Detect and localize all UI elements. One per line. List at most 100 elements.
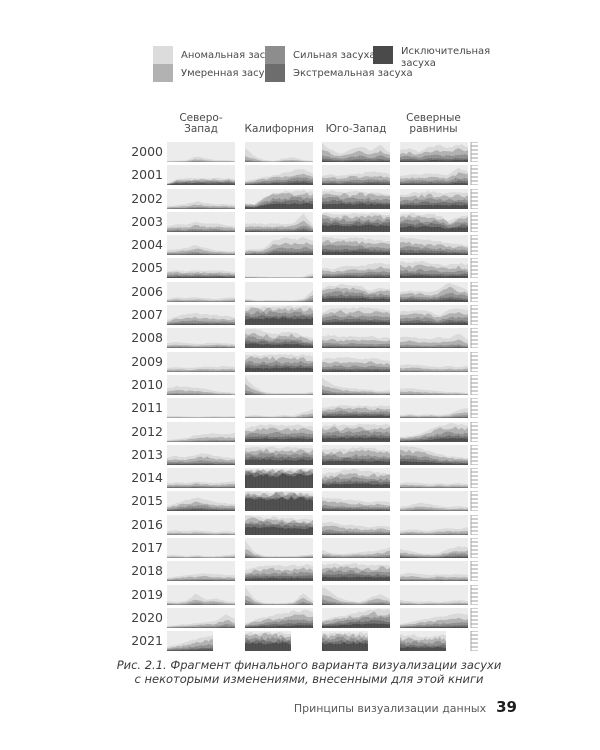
chart-cell-slot bbox=[167, 188, 235, 209]
drought-level-area-4 bbox=[322, 251, 390, 256]
year-label: 2004 bbox=[131, 237, 163, 253]
chart-cell-slot bbox=[322, 468, 390, 489]
chart-cell-slot bbox=[167, 374, 235, 395]
drought-level-area-4 bbox=[399, 159, 468, 162]
drought-level-area-4 bbox=[322, 483, 390, 489]
drought-chart-2021-3 bbox=[399, 631, 446, 652]
drought-chart-2006-0 bbox=[167, 281, 235, 302]
figure-caption: Рис. 2.1. Фрагмент финального варианта в… bbox=[0, 658, 600, 687]
drought-level-area-4 bbox=[399, 204, 468, 209]
drought-level-area-4 bbox=[244, 603, 313, 605]
figure-row-2016: 2016 bbox=[130, 514, 484, 536]
chart-cell-slot bbox=[322, 584, 390, 605]
figure-row-2003: 2003 bbox=[130, 211, 484, 233]
chart-cell-slot bbox=[244, 188, 313, 209]
scale-ruler bbox=[470, 397, 484, 419]
drought-level-area-2 bbox=[167, 161, 235, 162]
year-label: 2021 bbox=[131, 633, 163, 649]
drought-level-area-4 bbox=[322, 623, 390, 628]
drought-level-area-4 bbox=[322, 160, 390, 162]
chart-cell-slot bbox=[167, 211, 235, 232]
drought-level-area-4 bbox=[322, 224, 390, 232]
drought-chart-2004-3 bbox=[399, 235, 468, 256]
legend-swatch-exceptional bbox=[373, 46, 393, 64]
chart-cell-slot bbox=[244, 607, 313, 628]
drought-level-area-4 bbox=[244, 642, 291, 652]
scale-ruler bbox=[470, 421, 484, 443]
drought-chart-2002-2 bbox=[322, 188, 390, 209]
drought-level-area-4 bbox=[244, 458, 313, 465]
drought-level-area-4 bbox=[399, 183, 468, 186]
drought-level-area-2 bbox=[167, 623, 235, 628]
chart-cell-slot bbox=[322, 328, 390, 349]
drought-level-area-4 bbox=[167, 627, 235, 628]
year-label: 2017 bbox=[131, 540, 163, 556]
chart-cell-slot bbox=[322, 281, 390, 302]
year-label: 2019 bbox=[131, 586, 163, 602]
drought-level-area-0 bbox=[244, 408, 313, 419]
chart-cell-slot bbox=[167, 584, 235, 605]
drought-level-area-1 bbox=[167, 159, 235, 162]
figure-grid: 2000 2001 2002 2003 2004 2005 2006 2007 2008 2009… bbox=[130, 141, 484, 655]
chart-cell-slot bbox=[167, 631, 235, 652]
drought-chart-2010-2 bbox=[322, 374, 390, 395]
chart-cell-slot bbox=[399, 491, 468, 512]
chart-cell-slot bbox=[322, 188, 390, 209]
drought-level-area-4 bbox=[167, 231, 235, 232]
drought-level-area-4 bbox=[399, 647, 446, 652]
chart-cell-slot bbox=[244, 468, 313, 489]
chart-cell-slot bbox=[167, 514, 235, 535]
drought-level-area-1 bbox=[244, 276, 313, 279]
drought-chart-2008-1 bbox=[244, 328, 313, 349]
chart-cell-slot bbox=[167, 328, 235, 349]
scale-ruler bbox=[470, 467, 484, 489]
scale-ruler bbox=[470, 281, 484, 303]
chart-cell-slot bbox=[399, 188, 468, 209]
drought-chart-2008-3 bbox=[399, 328, 468, 349]
year-label: 2006 bbox=[131, 283, 163, 299]
drought-level-area-3 bbox=[244, 161, 313, 162]
drought-chart-2011-3 bbox=[399, 398, 468, 419]
drought-chart-2004-0 bbox=[167, 235, 235, 256]
drought-level-area-4 bbox=[167, 463, 235, 465]
figure-row-2007: 2007 bbox=[130, 304, 484, 326]
drought-level-area-4 bbox=[167, 649, 213, 652]
drought-level-area-2 bbox=[244, 159, 313, 162]
drought-chart-2004-2 bbox=[322, 235, 390, 256]
year-label: 2020 bbox=[131, 609, 163, 625]
chart-cell-slot bbox=[399, 328, 468, 349]
page-footer: Принципы визуализации данных 39 bbox=[294, 698, 517, 716]
drought-level-area-4 bbox=[167, 277, 235, 279]
drought-level-area-4 bbox=[322, 415, 390, 419]
figure-row-2011: 2011 bbox=[130, 397, 484, 419]
figure-row-2002: 2002 bbox=[130, 188, 484, 210]
figure-row-2008: 2008 bbox=[130, 327, 484, 349]
drought-chart-2003-2 bbox=[322, 211, 390, 232]
drought-level-area-0 bbox=[167, 156, 235, 162]
drought-level-area-4 bbox=[399, 298, 468, 302]
drought-chart-2006-1 bbox=[244, 281, 313, 302]
drought-chart-2004-1 bbox=[244, 235, 313, 256]
chart-cell-slot bbox=[244, 351, 313, 372]
drought-level-area-2 bbox=[322, 389, 390, 395]
drought-chart-2020-3 bbox=[399, 607, 468, 628]
drought-level-area-4 bbox=[399, 557, 468, 559]
drought-level-area-2 bbox=[244, 416, 313, 419]
legend-item-exceptional: Исключительная засуха bbox=[373, 46, 493, 69]
drought-level-area-4 bbox=[244, 253, 313, 256]
drought-level-area-2 bbox=[167, 206, 235, 209]
column-header-northwest: Северо-Запад bbox=[179, 111, 223, 136]
drought-chart-2021-1 bbox=[244, 631, 291, 652]
legend-swatch-moderate bbox=[153, 64, 173, 82]
legend-swatch-extreme bbox=[265, 64, 285, 82]
figure-caption-line1: Рис. 2.1. Фрагмент финального варианта в… bbox=[116, 658, 502, 672]
year-label: 2003 bbox=[131, 213, 163, 229]
year-label: 2011 bbox=[131, 400, 163, 416]
drought-level-area-4 bbox=[244, 317, 313, 326]
drought-chart-2005-3 bbox=[399, 258, 468, 279]
scale-ruler bbox=[470, 141, 484, 163]
figure-row-2005: 2005 bbox=[130, 258, 484, 279]
drought-level-area-4 bbox=[322, 347, 390, 349]
drought-legend: Аномальная засуха Умеренная засуха Сильн… bbox=[153, 46, 493, 88]
drought-chart-2017-2 bbox=[322, 538, 390, 559]
